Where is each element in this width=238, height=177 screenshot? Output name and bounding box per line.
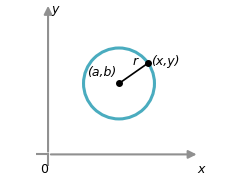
Text: 0: 0 <box>40 163 49 176</box>
Text: (x,y): (x,y) <box>151 55 179 68</box>
Text: x: x <box>197 163 204 176</box>
Text: (a,b): (a,b) <box>87 66 116 79</box>
Text: y: y <box>52 3 59 16</box>
Text: r: r <box>132 55 137 68</box>
